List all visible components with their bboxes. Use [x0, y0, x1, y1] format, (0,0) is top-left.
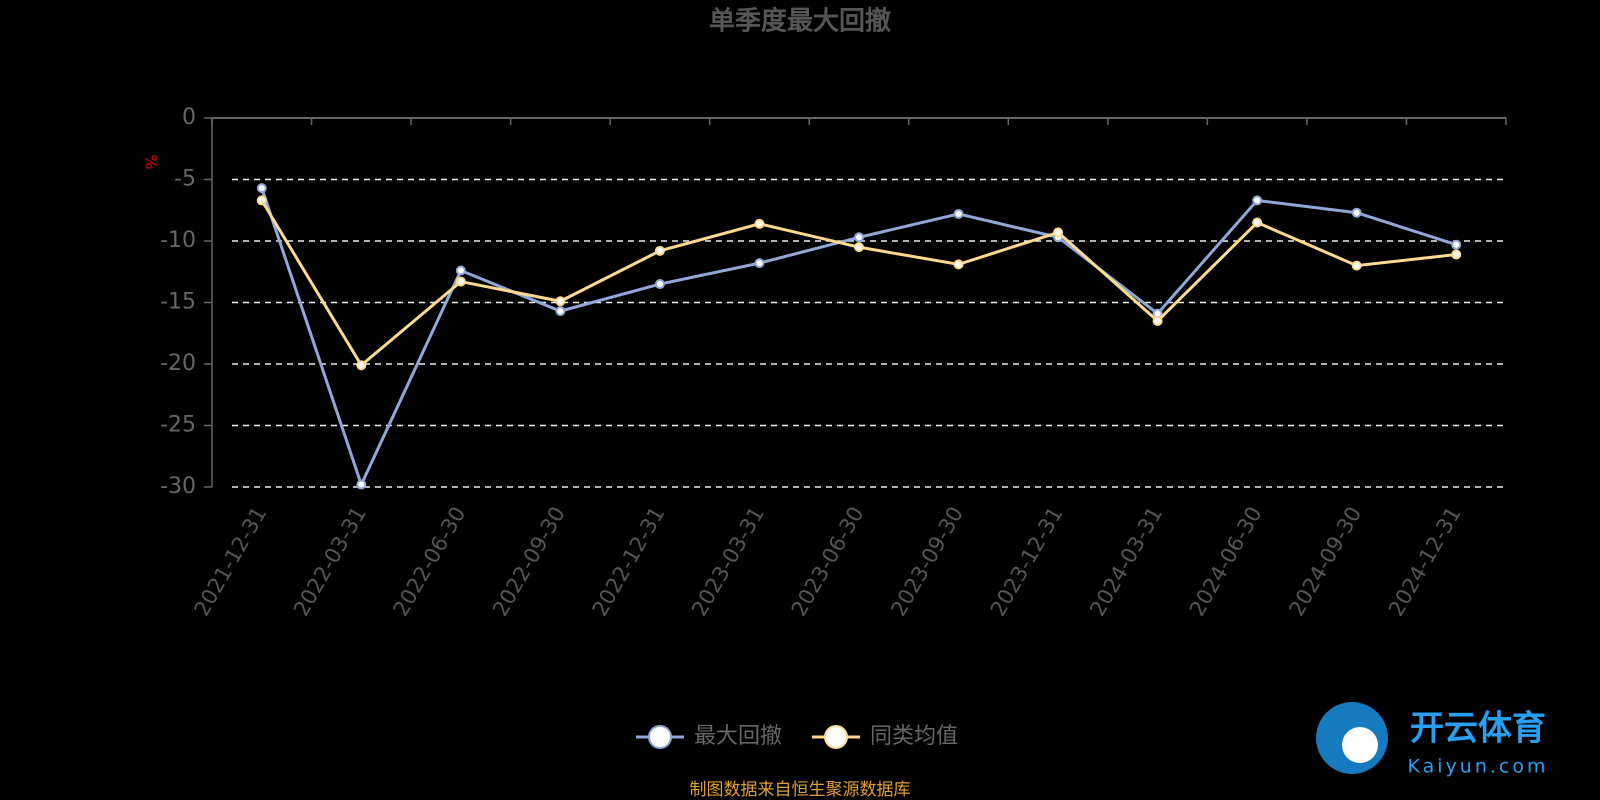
- watermark: 开云体育 Kaiyun.com: [1316, 702, 1549, 778]
- data-point: [654, 245, 665, 256]
- x-tick-label: 2024-03-31: [1085, 503, 1167, 621]
- data-point: [256, 195, 267, 206]
- data-point: [555, 306, 566, 317]
- y-tick-label: 0: [182, 105, 196, 130]
- data-point: [953, 259, 964, 270]
- y-tick-label: -15: [160, 290, 196, 315]
- data-point: [1451, 249, 1462, 260]
- legend-marker: [824, 725, 848, 749]
- x-tick-label: 2023-06-30: [787, 503, 869, 621]
- y-tick-label: -25: [160, 413, 196, 438]
- x-tick-label: 2022-09-30: [488, 503, 570, 621]
- y-axis-label: %: [142, 154, 161, 169]
- data-point: [1252, 195, 1263, 206]
- data-point: [754, 258, 765, 269]
- y-tick-label: -10: [160, 228, 196, 253]
- watermark-ball: [1342, 727, 1378, 763]
- x-tick-label: 2023-09-30: [886, 503, 968, 621]
- data-point: [1351, 207, 1362, 218]
- x-tick-label: 2024-06-30: [1185, 503, 1267, 621]
- x-tick-label: 2023-12-31: [986, 503, 1068, 621]
- x-tick-label: 2023-03-31: [687, 503, 769, 621]
- data-point: [455, 265, 466, 276]
- x-tick-label: 2022-12-31: [588, 503, 670, 621]
- data-point: [654, 279, 665, 290]
- data-point: [555, 296, 566, 307]
- legend-marker: [648, 725, 672, 749]
- series-line: [260, 199, 1457, 368]
- x-tick-label: 2022-03-31: [289, 503, 371, 621]
- data-point: [953, 208, 964, 219]
- x-tick-label: 2021-12-31: [189, 503, 271, 621]
- data-point: [356, 479, 367, 490]
- legend-label: 同类均值: [870, 724, 958, 749]
- data-point: [854, 232, 864, 243]
- data-point: [1451, 239, 1462, 250]
- data-point: [854, 242, 864, 253]
- data-point: [455, 276, 466, 287]
- legend-label: 最大回撤: [694, 724, 782, 749]
- watermark-site: Kaiyun.com: [1408, 756, 1549, 778]
- watermark-brand: 开云体育: [1410, 709, 1546, 749]
- source-note: 制图数据来自恒生聚源数据库: [690, 780, 911, 800]
- data-point: [356, 360, 367, 371]
- chart-title: 单季度最大回撤: [709, 6, 891, 37]
- data-point: [1351, 260, 1362, 271]
- x-tick-label: 2024-12-31: [1384, 503, 1466, 621]
- x-tick-label: 2024-09-30: [1284, 503, 1366, 621]
- data-point: [754, 218, 765, 229]
- y-tick-label: -30: [160, 474, 196, 499]
- data-point: [256, 183, 267, 194]
- y-tick-label: -5: [174, 167, 196, 192]
- data-point: [1252, 217, 1263, 228]
- x-tick-label: 2022-06-30: [389, 503, 471, 621]
- data-point: [1053, 227, 1064, 238]
- data-point: [1152, 315, 1163, 326]
- y-tick-label: -20: [160, 351, 196, 376]
